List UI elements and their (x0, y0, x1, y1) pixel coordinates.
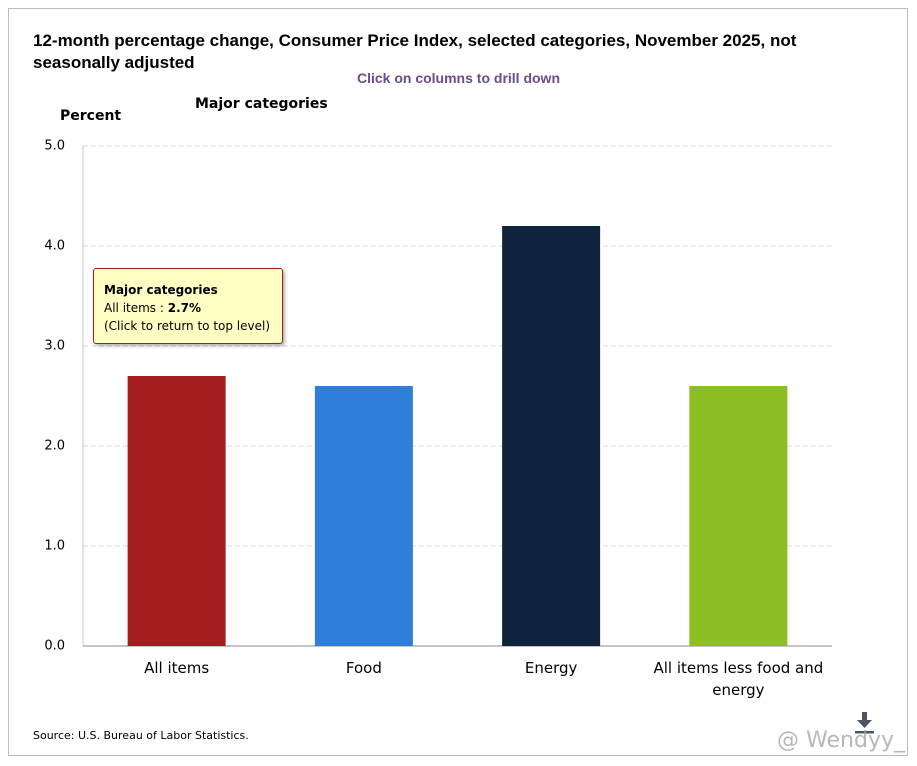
frame (8, 8, 908, 756)
bar[interactable] (314, 386, 413, 646)
y-axis-label: Percent (60, 108, 121, 124)
tooltip-heading: Major categories (104, 283, 218, 297)
y-tick-label: 1.0 (44, 539, 65, 554)
tooltip-note: (Click to return to top level) (104, 319, 271, 333)
x-tick-label: Energy (524, 659, 578, 677)
chart-subtitle: Click on columns to drill down (356, 70, 560, 86)
source: Source: U.S. Bureau of Labor Statistics. (33, 729, 249, 742)
x-tick-label-box: All items less food and energy (653, 659, 824, 699)
download-icon[interactable] (855, 712, 874, 734)
x-tick-label-box: Food (345, 659, 382, 677)
y-tick-label: 4.0 (44, 239, 65, 254)
tooltip-label: All items : (104, 301, 164, 315)
y-tick-label: 5.0 (44, 139, 65, 154)
bar[interactable] (127, 376, 226, 646)
y-tick-label: 0.0 (44, 639, 65, 654)
tooltip[interactable]: Major categories All items : 2.7% (Click… (93, 268, 283, 344)
tooltip-line: All items : 2.7% (104, 299, 272, 317)
y-tick-label: 3.0 (44, 339, 65, 354)
x-tick-label: Food (345, 659, 382, 677)
x-tick-label: All items (144, 659, 210, 677)
chart-heading: Major categories (195, 96, 328, 112)
chart-title: 12-month percentage change, Consumer Pri… (33, 31, 797, 72)
bar[interactable] (502, 226, 601, 646)
bar[interactable] (689, 386, 788, 646)
y-tick-label: 2.0 (44, 439, 65, 454)
x-tick-label-box: All items (144, 659, 210, 677)
x-tick-label-box: Energy (524, 659, 578, 677)
watermark: @ Wendyy_ (777, 728, 905, 753)
x-tick-label: All items less food and energy (653, 659, 824, 699)
tooltip-value: 2.7% (167, 301, 202, 315)
